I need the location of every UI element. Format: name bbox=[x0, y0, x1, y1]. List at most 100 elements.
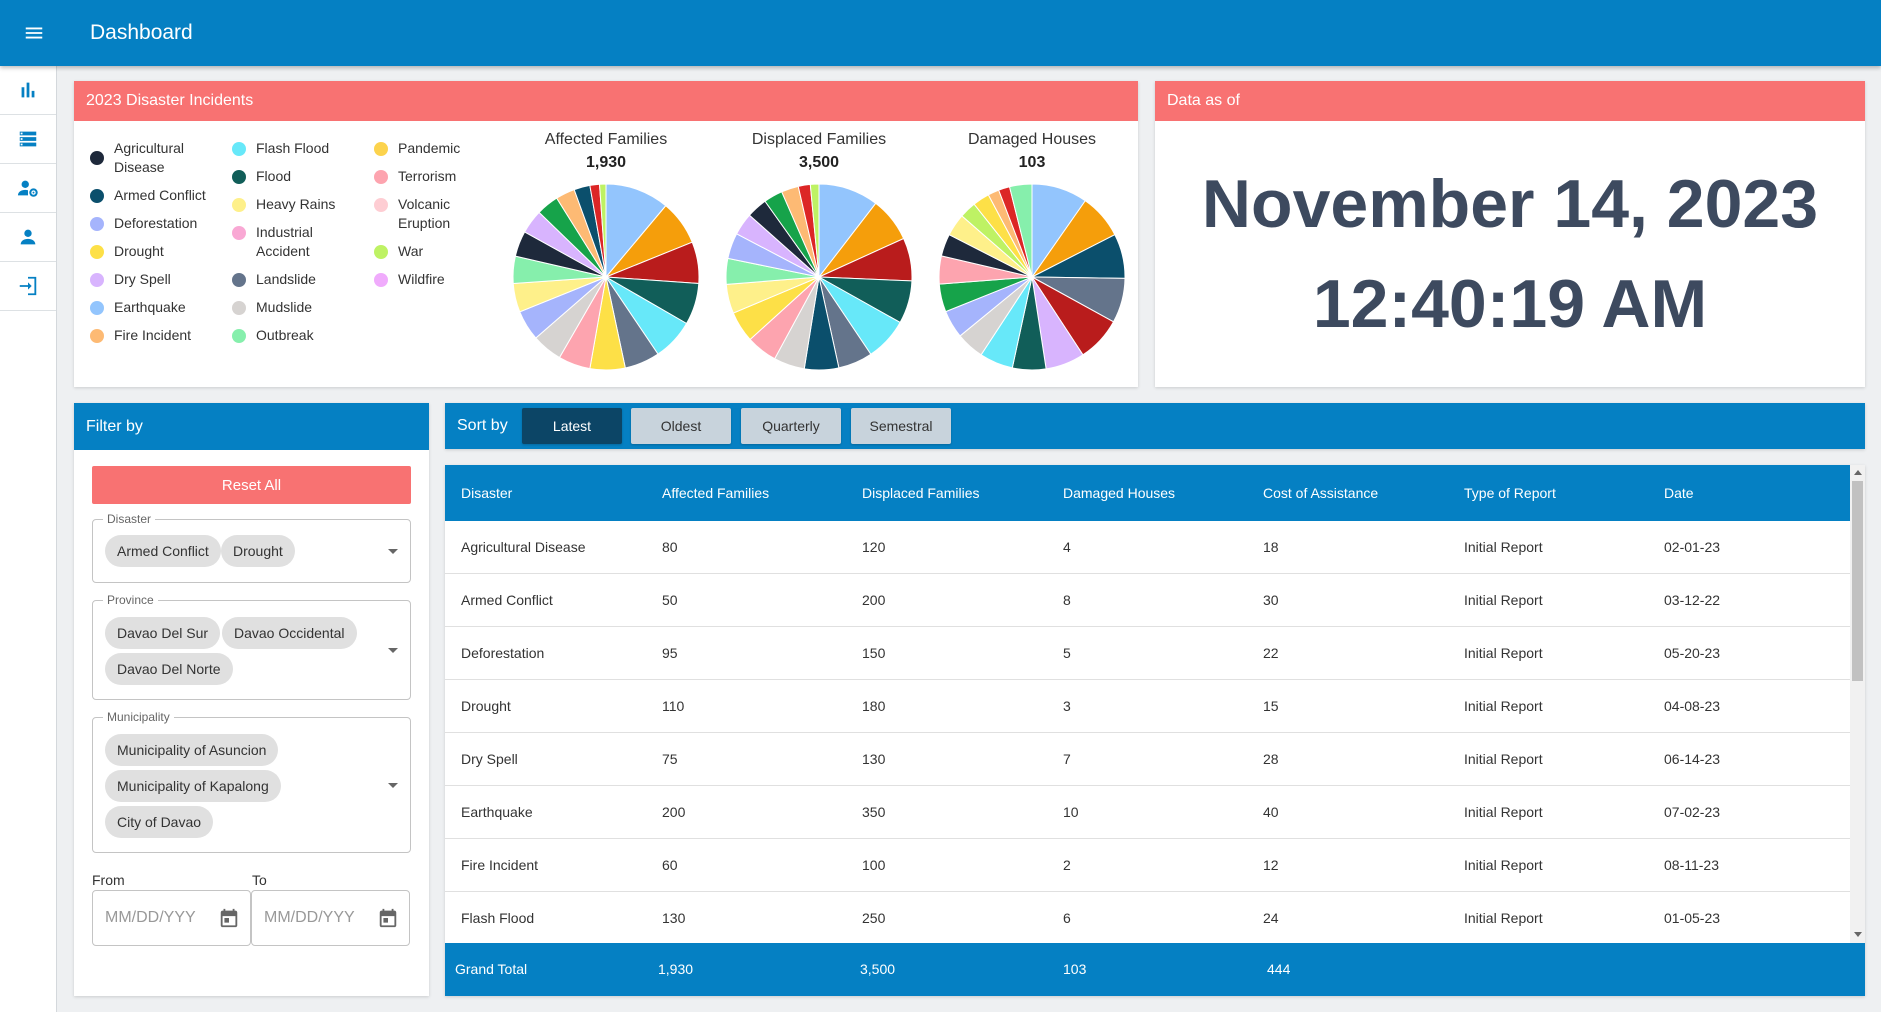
table-row[interactable]: Fire Incident 60 100 2 12 Initial Report 08-11… bbox=[445, 839, 1850, 892]
sidebar-item-logout[interactable] bbox=[0, 262, 56, 311]
legend-label: Fire Incident bbox=[114, 327, 192, 343]
disaster-select[interactable]: Disaster Armed Conflict Drought bbox=[92, 512, 411, 583]
table-cell: 6 bbox=[1063, 910, 1071, 926]
legend-item[interactable]: Earthquake bbox=[90, 298, 214, 317]
legend-item[interactable]: Mudslide bbox=[232, 298, 356, 317]
column-header[interactable]: Damaged Houses bbox=[1063, 485, 1176, 501]
legend-swatch bbox=[90, 245, 104, 259]
chart-legend: Agricultural Disease Armed Conflict Defore… bbox=[90, 139, 490, 379]
chevron-down-icon bbox=[388, 783, 398, 788]
sidebar-item-list[interactable] bbox=[0, 115, 56, 164]
legend-item[interactable]: Heavy Rains bbox=[232, 195, 356, 214]
legend-item[interactable]: Armed Conflict bbox=[90, 186, 214, 205]
table-row[interactable]: Dry Spell 75 130 7 28 Initial Report 06-14-23 bbox=[445, 733, 1850, 786]
municipality-chip[interactable]: Municipality of Kapalong bbox=[105, 770, 281, 802]
legend-item[interactable]: Industrial Accident bbox=[232, 223, 356, 261]
scroll-up-icon[interactable] bbox=[1854, 470, 1862, 475]
scroll-down-icon[interactable] bbox=[1854, 932, 1862, 937]
app-bar: Dashboard bbox=[0, 0, 1881, 66]
municipality-chip[interactable]: City of Davao bbox=[105, 806, 214, 838]
table-row[interactable]: Earthquake 200 350 10 40 Initial Report 07-02-… bbox=[445, 786, 1850, 839]
disaster-chip[interactable]: Armed Conflict bbox=[105, 535, 221, 567]
sort-label: Sort by bbox=[457, 417, 508, 434]
sidebar-item-profile[interactable] bbox=[0, 213, 56, 262]
table-cell: Deforestation bbox=[461, 645, 545, 661]
legend-item[interactable]: Drought bbox=[90, 242, 214, 261]
municipality-label: Municipality bbox=[103, 710, 174, 724]
calendar-icon[interactable] bbox=[377, 907, 399, 929]
table-scrollbar[interactable] bbox=[1850, 465, 1865, 943]
sort-quarterly-button[interactable]: Quarterly bbox=[741, 408, 841, 444]
province-chip[interactable]: Davao Del Sur bbox=[105, 617, 221, 649]
municipality-chip[interactable]: Municipality of Asuncion bbox=[105, 734, 279, 766]
pie-slice[interactable] bbox=[605, 183, 667, 279]
legend-item[interactable]: Landslide bbox=[232, 270, 356, 289]
disaster-chip[interactable]: Drought bbox=[221, 535, 295, 567]
legend-item[interactable]: Volcanic Eruption bbox=[374, 195, 498, 233]
column-header[interactable]: Displaced Families bbox=[862, 485, 980, 501]
column-header[interactable]: Cost of Assistance bbox=[1263, 485, 1379, 501]
to-date-field[interactable]: MM/DD/YYY bbox=[251, 890, 410, 946]
column-header[interactable]: Affected Families bbox=[662, 485, 770, 501]
legend-item[interactable]: Flash Flood bbox=[232, 139, 356, 158]
chevron-down-icon bbox=[388, 549, 398, 554]
pie-slice[interactable] bbox=[809, 183, 820, 278]
sort-semestral-button[interactable]: Semestral bbox=[851, 408, 951, 444]
legend-label: Agricultural Disease bbox=[114, 140, 185, 175]
table-row[interactable]: Flash Flood 130 250 6 24 Initial Report 01-05-… bbox=[445, 892, 1850, 945]
legend-item[interactable]: Outbreak bbox=[232, 326, 356, 345]
menu-button[interactable] bbox=[0, 0, 68, 66]
legend-label: Industrial Accident bbox=[256, 224, 313, 259]
pie-total: 3,500 bbox=[798, 154, 840, 171]
scrollbar-thumb[interactable] bbox=[1852, 481, 1863, 681]
legend-item[interactable]: Agricultural Disease bbox=[90, 139, 214, 177]
municipality-select[interactable]: Municipality Municipality of Asuncion Mu… bbox=[92, 710, 411, 853]
column-header[interactable]: Type of Report bbox=[1464, 485, 1556, 501]
province-chip[interactable]: Davao Del Norte bbox=[105, 653, 233, 685]
column-header[interactable]: Date bbox=[1664, 485, 1694, 501]
legend-swatch bbox=[232, 142, 246, 156]
grand-total-cost: 444 bbox=[1267, 961, 1291, 977]
current-date: November 14, 2023 bbox=[1201, 166, 1819, 242]
pie-slice[interactable] bbox=[1008, 183, 1033, 278]
table-row[interactable]: Armed Conflict 50 200 8 30 Initial Report 03-1… bbox=[445, 574, 1850, 627]
sidebar bbox=[0, 66, 57, 1012]
legend-label: Earthquake bbox=[114, 299, 186, 315]
legend-item[interactable]: Terrorism bbox=[374, 167, 498, 186]
legend-item[interactable]: Dry Spell bbox=[90, 270, 214, 289]
table-cell: 06-14-23 bbox=[1664, 751, 1721, 767]
table-row[interactable]: Agricultural Disease 80 120 4 18 Initial Repo… bbox=[445, 521, 1850, 574]
sort-latest-button[interactable]: Latest bbox=[522, 408, 622, 444]
sidebar-item-user-settings[interactable] bbox=[0, 164, 56, 213]
legend-item[interactable]: Wildfire bbox=[374, 270, 498, 289]
calendar-icon[interactable] bbox=[218, 907, 240, 929]
table-row[interactable]: Deforestation 95 150 5 22 Initial Report 05-20… bbox=[445, 627, 1850, 680]
table-cell: Drought bbox=[461, 698, 511, 714]
table-cell: 4 bbox=[1063, 539, 1071, 555]
column-header[interactable]: Disaster bbox=[461, 485, 513, 501]
table-cell: Initial Report bbox=[1464, 698, 1543, 714]
province-chip[interactable]: Davao Occidental bbox=[222, 617, 357, 649]
table-cell: 180 bbox=[862, 698, 886, 714]
province-select[interactable]: Province Davao Del Sur Davao Occidental … bbox=[92, 593, 411, 700]
incidents-table: Disaster Affected Families Displaced Fam… bbox=[445, 465, 1865, 996]
table-cell: 130 bbox=[862, 751, 886, 767]
legend-label: Flash Flood bbox=[256, 140, 330, 156]
legend-item[interactable]: Fire Incident bbox=[90, 326, 214, 345]
table-cell: Fire Incident bbox=[461, 857, 539, 873]
pie-chart bbox=[512, 183, 700, 371]
table-cell: Flash Flood bbox=[461, 910, 535, 926]
legend-swatch bbox=[90, 329, 104, 343]
legend-item[interactable]: War bbox=[374, 242, 498, 261]
legend-item[interactable]: Deforestation bbox=[90, 214, 214, 233]
legend-label: Landslide bbox=[256, 271, 316, 287]
legend-label: Heavy Rains bbox=[256, 196, 336, 212]
table-row[interactable]: Drought 110 180 3 15 Initial Report 04-08-23 bbox=[445, 680, 1850, 733]
sort-oldest-button[interactable]: Oldest bbox=[631, 408, 731, 444]
pie-slice[interactable] bbox=[598, 183, 607, 278]
legend-item[interactable]: Flood bbox=[232, 167, 356, 186]
from-date-field[interactable]: MM/DD/YYY bbox=[92, 890, 251, 946]
legend-item[interactable]: Pandemic bbox=[374, 139, 498, 158]
sidebar-item-charts[interactable] bbox=[0, 66, 56, 115]
reset-all-button[interactable]: Reset All bbox=[92, 466, 411, 504]
